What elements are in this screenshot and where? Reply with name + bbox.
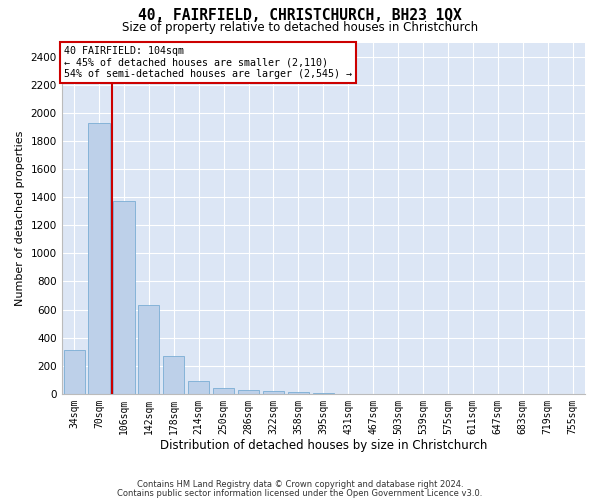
Text: 40, FAIRFIELD, CHRISTCHURCH, BH23 1QX: 40, FAIRFIELD, CHRISTCHURCH, BH23 1QX: [138, 8, 462, 22]
Bar: [213, 388, 234, 394]
Text: Contains public sector information licensed under the Open Government Licence v3: Contains public sector information licen…: [118, 489, 482, 498]
Text: Size of property relative to detached houses in Christchurch: Size of property relative to detached ho…: [122, 21, 478, 34]
Bar: [238, 390, 259, 394]
Bar: [188, 381, 209, 394]
Y-axis label: Number of detached properties: Number of detached properties: [15, 130, 25, 306]
Bar: [263, 392, 284, 394]
Bar: [163, 356, 184, 394]
Bar: [113, 202, 134, 394]
Text: 40 FAIRFIELD: 104sqm
← 45% of detached houses are smaller (2,110)
54% of semi-de: 40 FAIRFIELD: 104sqm ← 45% of detached h…: [64, 46, 352, 79]
Text: Contains HM Land Registry data © Crown copyright and database right 2024.: Contains HM Land Registry data © Crown c…: [137, 480, 463, 489]
Bar: [313, 392, 334, 394]
Bar: [288, 392, 309, 394]
Bar: [88, 122, 110, 394]
X-axis label: Distribution of detached houses by size in Christchurch: Distribution of detached houses by size …: [160, 440, 487, 452]
Bar: [64, 350, 85, 394]
Bar: [138, 306, 160, 394]
